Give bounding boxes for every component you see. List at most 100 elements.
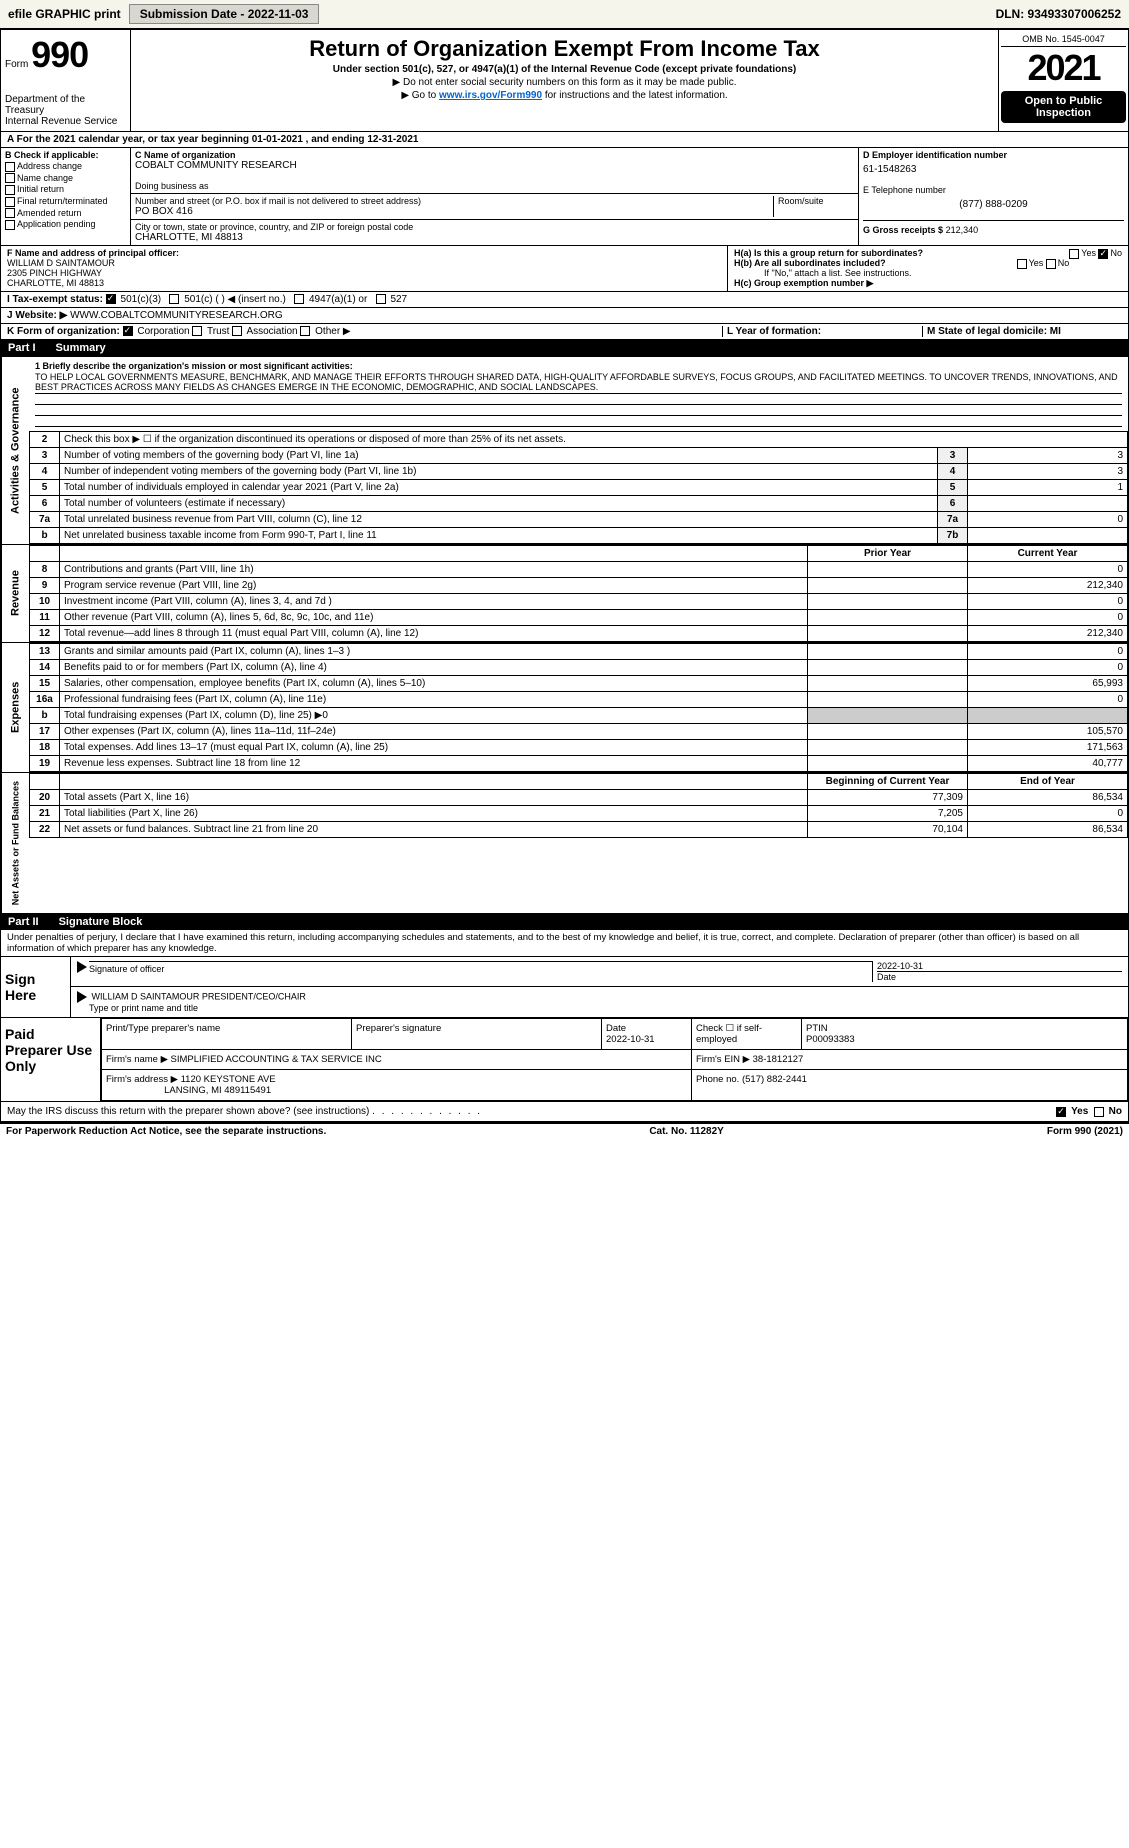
side-expenses: Expenses bbox=[1, 643, 29, 772]
cb-527[interactable] bbox=[376, 294, 386, 304]
footer-mid: Cat. No. 11282Y bbox=[649, 1126, 723, 1137]
sig-officer-label: Signature of officer bbox=[89, 964, 164, 974]
line17: Other expenses (Part IX, column (A), lin… bbox=[60, 724, 808, 740]
submission-date-button[interactable]: Submission Date - 2022-11-03 bbox=[129, 4, 320, 24]
cb-final-return[interactable]: Final return/terminated bbox=[5, 196, 126, 207]
hb-yes-cb[interactable] bbox=[1017, 259, 1027, 269]
form-title: Return of Organization Exempt From Incom… bbox=[139, 36, 990, 62]
cb-4947[interactable] bbox=[294, 294, 304, 304]
discuss-yes-cb[interactable] bbox=[1056, 1107, 1066, 1117]
line4: Number of independent voting members of … bbox=[60, 464, 938, 480]
part1-header: Part I Summary bbox=[0, 340, 1129, 356]
hb-label: H(b) Are all subordinates included? bbox=[734, 258, 886, 268]
header-right: OMB No. 1545-0047 2021 Open to Public In… bbox=[998, 30, 1128, 131]
ein-label: D Employer identification number bbox=[863, 150, 1124, 160]
open-public-badge: Open to Public Inspection bbox=[1001, 91, 1126, 123]
discuss-no-cb[interactable] bbox=[1094, 1107, 1104, 1117]
col-b-label: B Check if applicable: bbox=[5, 150, 126, 160]
officer-name: WILLIAM D SAINTAMOUR bbox=[7, 258, 721, 268]
gross-block: G Gross receipts $ 212,340 bbox=[863, 220, 1124, 235]
row-klm: K Form of organization: Corporation Trus… bbox=[0, 324, 1129, 340]
sig-date-value: 2022-10-31 bbox=[877, 961, 1122, 971]
line14: Benefits paid to or for members (Part IX… bbox=[60, 660, 808, 676]
line9: Program service revenue (Part VIII, line… bbox=[60, 578, 808, 594]
ha-yes-cb[interactable] bbox=[1069, 249, 1079, 259]
irs-link[interactable]: www.irs.gov/Form990 bbox=[439, 90, 542, 101]
ssn-note: ▶ Do not enter social security numbers o… bbox=[139, 77, 990, 88]
page-footer: For Paperwork Reduction Act Notice, see … bbox=[0, 1122, 1129, 1139]
line18: Total expenses. Add lines 13–17 (must eq… bbox=[60, 740, 808, 756]
line1-label: 1 Briefly describe the organization's mi… bbox=[35, 361, 1122, 371]
hb-row: H(b) Are all subordinates included? Yes … bbox=[734, 258, 1122, 268]
org-name-block: C Name of organization COBALT COMMUNITY … bbox=[131, 148, 858, 194]
prep-date-label: Date bbox=[606, 1023, 626, 1034]
part2-title: Signature Block bbox=[59, 916, 143, 928]
net-assets-table: Beginning of Current YearEnd of Year 20T… bbox=[29, 773, 1128, 838]
line20: Total assets (Part X, line 16) bbox=[60, 790, 808, 806]
prep-name-label: Print/Type preparer's name bbox=[102, 1019, 352, 1050]
hb-note: If "No," attach a list. See instructions… bbox=[734, 268, 1122, 278]
cb-amended[interactable]: Amended return bbox=[5, 208, 126, 219]
col-b-checkboxes: B Check if applicable: Address change Na… bbox=[1, 148, 131, 245]
val7a: 0 bbox=[968, 512, 1128, 528]
form-org-label: K Form of organization: bbox=[7, 326, 120, 337]
discuss-row: May the IRS discuss this return with the… bbox=[1, 1101, 1128, 1121]
section-bcd: B Check if applicable: Address change Na… bbox=[0, 148, 1129, 246]
arrow-icon bbox=[77, 961, 87, 973]
tax-status-label: I Tax-exempt status: bbox=[7, 294, 103, 305]
signature-line: Signature of officer 2022-10-31 Date bbox=[71, 957, 1128, 987]
sign-here-row: Sign Here Signature of officer 2022-10-3… bbox=[1, 957, 1128, 1017]
header-left: Form 990 Department of the Treasury Inte… bbox=[1, 30, 131, 131]
discuss-label: May the IRS discuss this return with the… bbox=[7, 1106, 369, 1117]
line21: Total liabilities (Part X, line 26) bbox=[60, 806, 808, 822]
prep-sig-label: Preparer's signature bbox=[352, 1019, 602, 1050]
col-h-group: H(a) Is this a group return for subordin… bbox=[728, 246, 1128, 291]
cb-501c3[interactable] bbox=[106, 294, 116, 304]
phone-label: E Telephone number bbox=[863, 185, 1124, 195]
line22: Net assets or fund balances. Subtract li… bbox=[60, 822, 808, 838]
row-fh: F Name and address of principal officer:… bbox=[0, 246, 1129, 292]
hc-label: H(c) Group exemption number ▶ bbox=[734, 278, 1122, 289]
firm-phone-value: (517) 882-2441 bbox=[742, 1074, 807, 1085]
side-activities: Activities & Governance bbox=[1, 357, 29, 544]
cb-initial-return[interactable]: Initial return bbox=[5, 184, 126, 195]
officer-city: CHARLOTTE, MI 48813 bbox=[7, 278, 721, 288]
signature-block: Under penalties of perjury, I declare th… bbox=[0, 930, 1129, 1122]
dept-label: Department of the Treasury bbox=[5, 94, 126, 116]
end-year-header: End of Year bbox=[968, 774, 1128, 790]
col-c-org-info: C Name of organization COBALT COMMUNITY … bbox=[131, 148, 858, 245]
cb-application[interactable]: Application pending bbox=[5, 219, 126, 230]
firm-ein-label: Firm's EIN ▶ bbox=[696, 1054, 750, 1065]
check-self[interactable]: Check ☐ if self-employed bbox=[692, 1019, 802, 1050]
firm-name-value: SIMPLIFIED ACCOUNTING & TAX SERVICE INC bbox=[171, 1054, 382, 1065]
cb-address-change[interactable]: Address change bbox=[5, 161, 126, 172]
hb-no-cb[interactable] bbox=[1046, 259, 1056, 269]
ha-no-cb[interactable] bbox=[1098, 249, 1108, 259]
cb-501c[interactable] bbox=[169, 294, 179, 304]
prep-date-value: 2022-10-31 bbox=[606, 1034, 655, 1045]
paid-preparer-table: Print/Type preparer's name Preparer's si… bbox=[101, 1018, 1128, 1101]
firm-addr1: 1120 KEYSTONE AVE bbox=[181, 1074, 276, 1085]
cb-other[interactable] bbox=[300, 326, 310, 336]
row-j-website: J Website: ▶ WWW.COBALTCOMMUNITYRESEARCH… bbox=[0, 308, 1129, 324]
line16b: Total fundraising expenses (Part IX, col… bbox=[60, 708, 808, 724]
cb-assoc[interactable] bbox=[232, 326, 242, 336]
goto-suffix: for instructions and the latest informat… bbox=[545, 90, 728, 101]
firm-addr-label: Firm's address ▶ bbox=[106, 1074, 178, 1085]
header-mid: Return of Organization Exempt From Incom… bbox=[131, 30, 998, 131]
col-d-ein: D Employer identification number 61-1548… bbox=[858, 148, 1128, 245]
revenue-table: Prior YearCurrent Year 8Contributions an… bbox=[29, 545, 1128, 642]
officer-street: 2305 PINCH HIGHWAY bbox=[7, 268, 721, 278]
net-assets-section: Net Assets or Fund Balances Beginning of… bbox=[0, 773, 1129, 914]
org-name: COBALT COMMUNITY RESEARCH bbox=[135, 160, 854, 171]
line12: Total revenue—add lines 8 through 11 (mu… bbox=[60, 626, 808, 642]
cb-corp[interactable] bbox=[123, 326, 133, 336]
type-name-label: Type or print name and title bbox=[89, 1003, 198, 1013]
line8: Contributions and grants (Part VIII, lin… bbox=[60, 562, 808, 578]
omb-number: OMB No. 1545-0047 bbox=[1001, 32, 1126, 47]
org-name-label: C Name of organization bbox=[135, 150, 854, 160]
mission-blank2 bbox=[35, 405, 1122, 416]
sig-date-label: Date bbox=[877, 971, 1122, 982]
cb-trust[interactable] bbox=[192, 326, 202, 336]
cb-name-change[interactable]: Name change bbox=[5, 173, 126, 184]
